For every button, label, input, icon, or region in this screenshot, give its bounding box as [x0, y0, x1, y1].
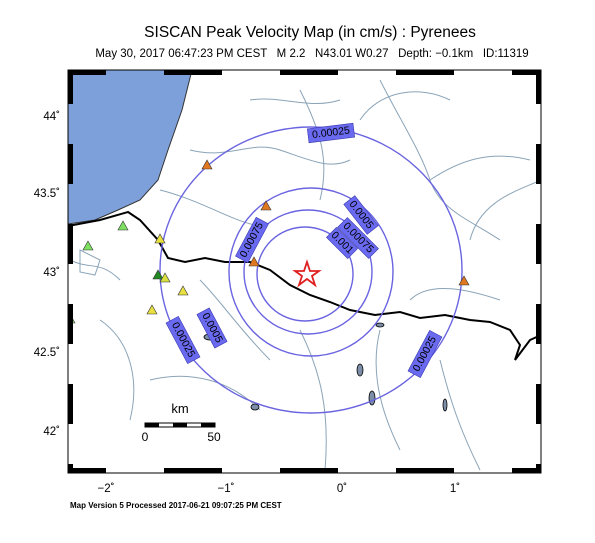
epicenter	[292, 259, 322, 288]
stations	[68, 159, 470, 324]
map-rect	[343, 195, 379, 235]
rivers	[69, 79, 541, 471]
footer: Map Version 5 Processed 2017-06-21 09:07…	[70, 501, 282, 510]
map-path	[189, 146, 351, 165]
sea	[68, 70, 193, 225]
map-path	[82, 240, 94, 251]
lon-label: 0˚	[337, 483, 347, 495]
map-path	[260, 200, 272, 211]
map-rect	[235, 216, 269, 264]
map-ellipse	[256, 226, 354, 322]
map-g: 0.00025 0.0005 0.00075 0.00075 0.001 0.0…	[68, 70, 541, 471]
map-path	[79, 249, 101, 276]
map-rect	[337, 217, 379, 259]
lon-labels: −2˚ −1˚ 0˚ 1˚	[98, 483, 461, 495]
map-ellipse	[159, 126, 463, 414]
contour-label: 0.0005	[196, 307, 228, 349]
map-rect	[306, 122, 356, 144]
scale-unit: km	[171, 401, 188, 416]
map-path	[69, 259, 121, 281]
scale-label: 0	[142, 430, 149, 444]
lon-label: −2˚	[98, 483, 115, 495]
map-path	[152, 269, 164, 280]
lat-label: 42.5˚	[34, 347, 60, 359]
map-rect	[201, 423, 215, 427]
map-path	[458, 275, 470, 286]
contour-label-text: 0.00025	[311, 124, 350, 141]
pgv-contours	[159, 126, 463, 414]
map-ellipse	[243, 209, 373, 335]
map-ellipse	[375, 322, 385, 328]
map-ellipse	[442, 398, 448, 412]
scale-bar: km 0 50	[142, 401, 221, 444]
contour-label: 0.00025	[165, 316, 201, 364]
map-path	[159, 272, 171, 283]
lon-label: 1˚	[450, 483, 460, 495]
map-path	[99, 319, 135, 421]
map-rect	[165, 316, 201, 364]
title: SISCAN Peak Velocity Map (in cm/s) : Pyr…	[144, 24, 476, 41]
map-path	[359, 91, 451, 121]
map-area: 0.00025 0.0005 0.00075 0.00075 0.001 0.0…	[67, 69, 542, 474]
map-ellipse	[228, 187, 394, 357]
map-path	[299, 89, 325, 201]
map-rect	[145, 423, 159, 427]
map-path	[146, 304, 158, 315]
frame	[67, 69, 542, 474]
map-path	[117, 220, 129, 231]
map-path	[299, 329, 327, 471]
map-path	[375, 329, 401, 451]
map-path	[149, 375, 261, 411]
map-path	[159, 189, 256, 226]
lakes	[203, 322, 448, 412]
map-path	[249, 98, 341, 104]
map-path	[439, 359, 481, 471]
border	[68, 210, 541, 361]
lon-label: −1˚	[218, 483, 235, 495]
event-info: May 30, 2017 06:47:23 PM CEST M 2.2 N43.…	[95, 48, 528, 60]
contour-label: 0.00025	[407, 330, 443, 378]
map-path	[248, 256, 260, 267]
map-ellipse	[368, 390, 376, 406]
lat-label: 43.5˚	[34, 188, 60, 200]
map-path	[201, 159, 213, 170]
lat-labels: 44˚ 43.5˚ 43˚ 42.5˚ 42˚	[34, 111, 60, 438]
contour-label: 0.00025	[306, 122, 356, 144]
map-rect	[407, 330, 443, 378]
map-path	[154, 233, 166, 244]
map-rect	[196, 307, 228, 349]
contour-label-text: 0.0005	[199, 311, 225, 345]
lat-label: 44˚	[43, 111, 60, 123]
map-path	[409, 288, 501, 301]
lat-label: 43˚	[43, 267, 60, 279]
map-ellipse	[250, 403, 260, 411]
scale-label: 50	[207, 430, 221, 444]
map-path	[429, 155, 531, 181]
map-ellipse	[356, 363, 364, 377]
map-path	[177, 285, 189, 296]
map-rect	[173, 423, 187, 427]
map-rect	[326, 227, 358, 259]
lat-label: 42˚	[43, 426, 60, 438]
map-path	[469, 179, 541, 241]
map-path	[199, 279, 271, 361]
